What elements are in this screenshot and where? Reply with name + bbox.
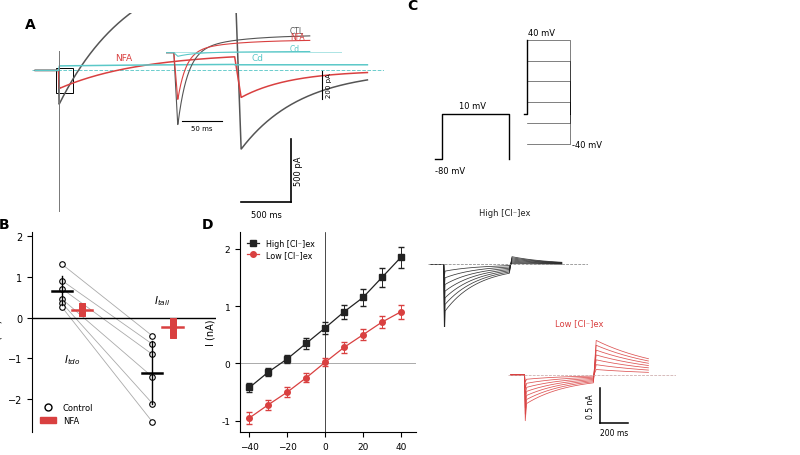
Legend: Control, NFA: Control, NFA <box>36 399 97 428</box>
Text: Cd: Cd <box>251 54 263 63</box>
Text: High [Cl⁻]ex: High [Cl⁻]ex <box>479 209 530 217</box>
Text: 200 ms: 200 ms <box>600 428 628 437</box>
Text: Low [Cl⁻]ex: Low [Cl⁻]ex <box>555 319 603 328</box>
Point <box>166 318 179 325</box>
Text: C: C <box>407 0 417 13</box>
Bar <box>56 69 73 94</box>
Text: -80 mV: -80 mV <box>434 167 465 176</box>
Point <box>56 261 69 268</box>
Text: 500 pA: 500 pA <box>294 157 303 186</box>
Point <box>76 309 89 317</box>
Y-axis label: I (nA): I (nA) <box>206 319 216 345</box>
Point <box>166 322 179 329</box>
Point <box>76 306 89 313</box>
Point <box>166 331 179 339</box>
Point <box>56 304 69 311</box>
Text: B: B <box>0 217 10 231</box>
Text: 10 mV: 10 mV <box>459 101 486 111</box>
Text: -40 mV: -40 mV <box>571 140 602 149</box>
Point <box>76 308 89 315</box>
Text: 500 ms: 500 ms <box>250 210 282 219</box>
Point <box>76 307 89 314</box>
Point <box>166 319 179 326</box>
Point <box>56 300 69 307</box>
Point <box>76 305 89 313</box>
Point <box>146 333 159 340</box>
Text: D: D <box>202 217 213 231</box>
Text: $I_{tdo}$: $I_{tdo}$ <box>64 353 81 367</box>
Point <box>146 400 159 407</box>
Point <box>56 278 69 285</box>
Text: 40 mV: 40 mV <box>528 29 555 38</box>
Point <box>146 351 159 358</box>
Point <box>166 329 179 336</box>
Text: 0.5 nA: 0.5 nA <box>586 394 594 418</box>
Point <box>56 296 69 303</box>
Text: NFA: NFA <box>115 53 132 62</box>
Text: A: A <box>25 18 36 32</box>
Point <box>76 303 89 310</box>
Point <box>146 374 159 381</box>
Point <box>146 341 159 348</box>
Y-axis label: I (nA): I (nA) <box>0 319 2 345</box>
Text: $I_{tail}$: $I_{tail}$ <box>154 293 170 307</box>
Point <box>146 419 159 426</box>
Legend: High [Cl⁻]ex, Low [Cl⁻]ex: High [Cl⁻]ex, Low [Cl⁻]ex <box>244 236 318 263</box>
Point <box>166 326 179 333</box>
Point <box>56 286 69 293</box>
